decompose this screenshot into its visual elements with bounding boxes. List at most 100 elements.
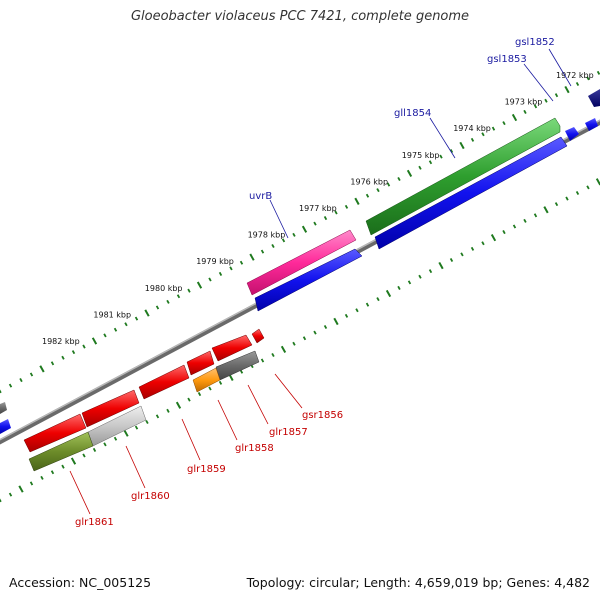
- minor-tick: [586, 76, 590, 81]
- gene-label-glr1859[interactable]: glr1859: [187, 464, 226, 475]
- minor-tick: [71, 350, 76, 355]
- major-tick: [406, 169, 413, 178]
- minor-tick: [376, 297, 380, 302]
- tick-label: 1979 kbp: [196, 257, 234, 266]
- gene-glr1861-feature[interactable]: [23, 413, 87, 453]
- gene-label-gsl1853[interactable]: gsl1853: [487, 54, 527, 65]
- tick-label: 1975 kbp: [402, 151, 440, 160]
- minor-tick: [271, 243, 275, 249]
- gene-label-glr1860[interactable]: glr1860: [131, 491, 170, 502]
- gene-glr1857-feature[interactable]: [211, 334, 253, 362]
- minor-tick: [155, 414, 160, 419]
- minor-tick: [439, 154, 443, 159]
- tick-label: 1978 kbp: [248, 231, 286, 240]
- minor-tick: [103, 333, 107, 338]
- gene-gsl1852-feature[interactable]: [588, 89, 600, 107]
- major-tick: [280, 345, 287, 354]
- minor-tick: [29, 481, 34, 486]
- minor-tick: [145, 419, 149, 425]
- minor-tick: [197, 392, 202, 397]
- major-tick: [70, 457, 77, 465]
- gene-label-glr1858[interactable]: glr1858: [235, 443, 274, 454]
- minor-tick: [502, 230, 506, 235]
- major-tick: [91, 337, 98, 345]
- gene-uvrB-protein-feature[interactable]: [254, 248, 363, 312]
- minor-tick: [61, 464, 65, 469]
- gene-gsr1856-feature[interactable]: [251, 328, 265, 344]
- minor-tick: [554, 93, 559, 98]
- minor-tick: [481, 132, 485, 137]
- gene-label-uvrB[interactable]: uvrB: [249, 191, 272, 202]
- minor-tick: [323, 325, 328, 330]
- minor-tick: [218, 271, 223, 276]
- gene-label-glr1861[interactable]: glr1861: [75, 517, 114, 528]
- minor-tick: [29, 372, 34, 377]
- minor-tick: [323, 216, 328, 221]
- gene-glr1859-feature[interactable]: [138, 364, 190, 400]
- minor-tick: [386, 182, 391, 187]
- minor-tick: [103, 442, 107, 447]
- gene-gll1854-feature[interactable]: [365, 117, 561, 236]
- gene-label-gsl1852[interactable]: gsl1852: [515, 37, 555, 48]
- minor-tick: [187, 288, 191, 293]
- minor-tick: [302, 336, 307, 341]
- minor-tick: [596, 70, 600, 75]
- minor-tick: [229, 266, 233, 271]
- minor-tick: [239, 260, 244, 265]
- minor-tick: [313, 221, 317, 226]
- minor-tick: [292, 232, 296, 237]
- major-tick: [123, 429, 129, 437]
- tick-label: 1981 kbp: [93, 310, 131, 319]
- minor-tick: [124, 322, 128, 327]
- tick-label: 1972 kbp: [556, 71, 594, 80]
- minor-tick: [365, 193, 370, 198]
- minor-tick: [554, 202, 559, 207]
- minor-tick: [533, 213, 538, 218]
- major-tick: [175, 401, 182, 409]
- minor-tick: [344, 313, 349, 318]
- major-tick: [490, 234, 497, 242]
- inner-tick-marks: [0, 178, 600, 503]
- major-tick: [301, 225, 308, 233]
- tick-label: 1977 kbp: [299, 204, 337, 213]
- tick-label: 1976 kbp: [350, 177, 388, 186]
- gene-left-gray-feature[interactable]: [0, 402, 7, 414]
- tick-labels: 1972 kbp 1973 kbp 1974 kbp 1975 kbp 1976 kbp…: [42, 71, 594, 346]
- minor-tick: [134, 425, 139, 430]
- gene-label-glr1857[interactable]: glr1857: [269, 427, 308, 438]
- major-tick: [385, 289, 392, 298]
- gene-gll1854-protein-feature[interactable]: [374, 136, 568, 250]
- minor-tick: [575, 81, 580, 87]
- minor-tick: [428, 160, 433, 165]
- minor-tick: [449, 257, 454, 263]
- major-tick: [564, 85, 570, 94]
- minor-tick: [355, 308, 359, 313]
- minor-tick: [523, 109, 527, 114]
- accession-text: Accession: NC_005125: [9, 575, 152, 590]
- gene-label-gll1854[interactable]: gll1854: [394, 108, 431, 119]
- gene-glr1858-protein-feature[interactable]: [192, 367, 221, 393]
- gene-left-blue-feature[interactable]: [0, 419, 11, 434]
- minor-tick: [260, 249, 265, 254]
- major-tick: [39, 365, 45, 373]
- forward-strand-genes: [0, 89, 600, 434]
- gene-glr1858-feature[interactable]: [186, 350, 215, 376]
- minor-tick: [50, 361, 55, 366]
- gene-glr1860-feature[interactable]: [81, 389, 140, 428]
- minor-tick: [397, 176, 401, 181]
- gene-small-blue-feature-1[interactable]: [565, 127, 579, 141]
- minor-tick: [0, 389, 2, 394]
- gene-uvrB-feature[interactable]: [246, 229, 357, 296]
- gene-glr1861-protein-feature[interactable]: [28, 431, 94, 472]
- tick-label: 1982 kbp: [42, 337, 80, 346]
- gene-labels: gsl1852 gsl1853 gll1854 uvrB gsr1856 glr…: [75, 37, 555, 528]
- major-tick: [543, 206, 549, 214]
- minor-tick: [187, 397, 191, 402]
- minor-tick: [523, 218, 527, 223]
- gene-small-blue-feature-2[interactable]: [585, 118, 598, 131]
- minor-tick: [176, 294, 181, 299]
- gene-label-gsr1856[interactable]: gsr1856: [302, 410, 343, 421]
- major-tick: [144, 309, 150, 317]
- minor-tick: [82, 344, 86, 349]
